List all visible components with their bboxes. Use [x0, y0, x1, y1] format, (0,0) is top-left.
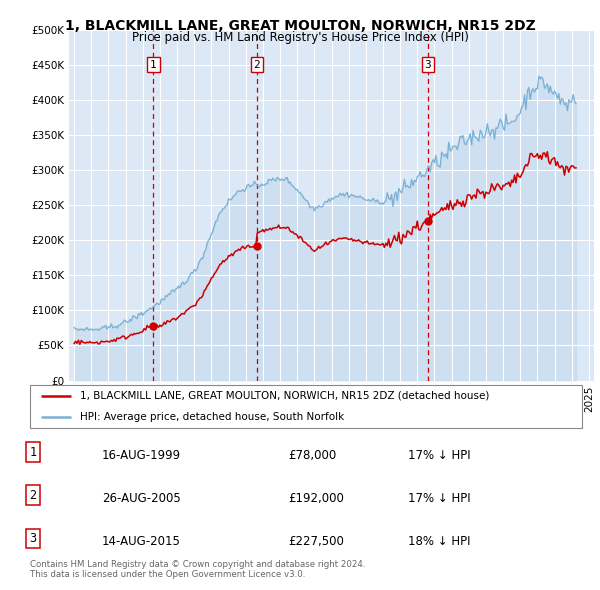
Text: 1, BLACKMILL LANE, GREAT MOULTON, NORWICH, NR15 2DZ (detached house): 1, BLACKMILL LANE, GREAT MOULTON, NORWIC…: [80, 391, 489, 401]
Text: Contains HM Land Registry data © Crown copyright and database right 2024.
This d: Contains HM Land Registry data © Crown c…: [30, 560, 365, 579]
Text: 1: 1: [150, 60, 157, 70]
FancyBboxPatch shape: [30, 385, 582, 428]
Text: 17% ↓ HPI: 17% ↓ HPI: [408, 448, 470, 462]
Text: 1, BLACKMILL LANE, GREAT MOULTON, NORWICH, NR15 2DZ: 1, BLACKMILL LANE, GREAT MOULTON, NORWIC…: [65, 19, 535, 33]
Text: £78,000: £78,000: [288, 448, 336, 462]
Text: £227,500: £227,500: [288, 535, 344, 548]
Text: £192,000: £192,000: [288, 491, 344, 505]
Text: 16-AUG-1999: 16-AUG-1999: [102, 448, 181, 462]
Text: Price paid vs. HM Land Registry's House Price Index (HPI): Price paid vs. HM Land Registry's House …: [131, 31, 469, 44]
Text: 14-AUG-2015: 14-AUG-2015: [102, 535, 181, 548]
Text: 17% ↓ HPI: 17% ↓ HPI: [408, 491, 470, 505]
Text: 3: 3: [425, 60, 431, 70]
Text: HPI: Average price, detached house, South Norfolk: HPI: Average price, detached house, Sout…: [80, 412, 344, 422]
Text: 18% ↓ HPI: 18% ↓ HPI: [408, 535, 470, 548]
Text: 26-AUG-2005: 26-AUG-2005: [102, 491, 181, 505]
Text: 3: 3: [29, 532, 37, 545]
Text: 2: 2: [253, 60, 260, 70]
Text: 1: 1: [29, 445, 37, 459]
Text: 2: 2: [29, 489, 37, 502]
